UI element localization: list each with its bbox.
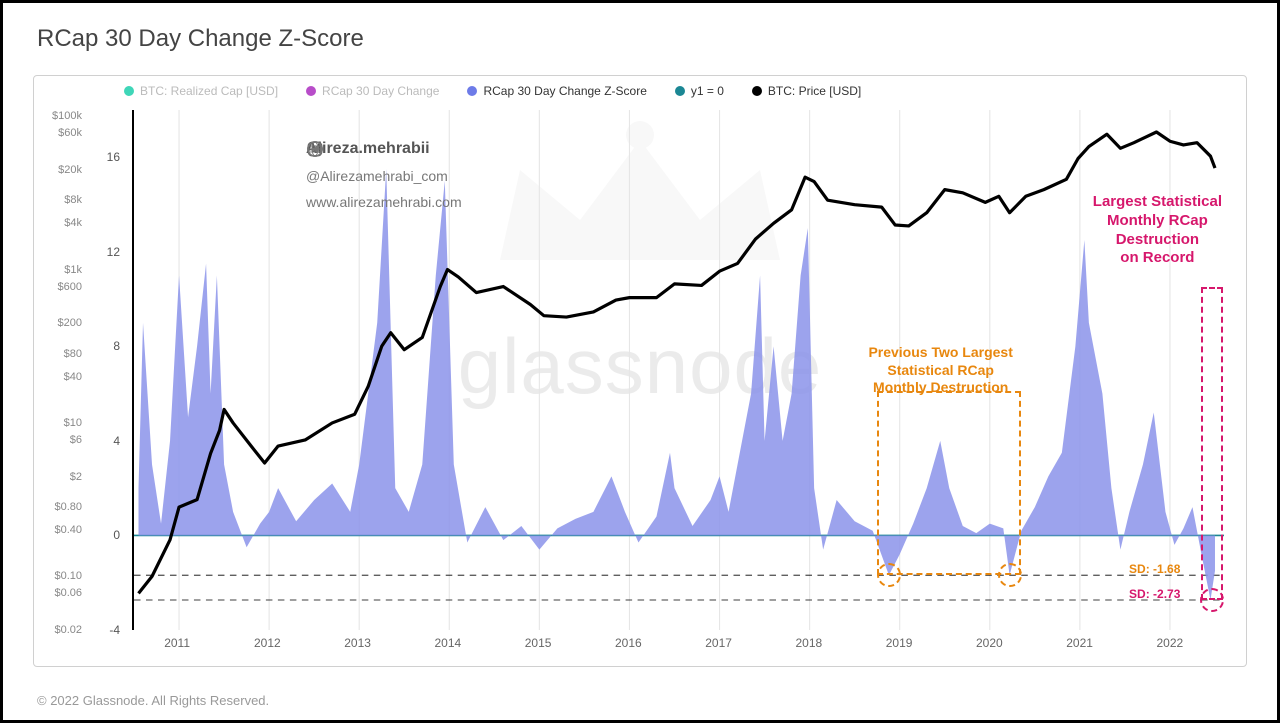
y-price-tick: $1k — [64, 264, 82, 276]
telegram-handle: @Alirezamehrabi_com — [306, 168, 448, 184]
y-price-tick: $600 — [58, 281, 82, 293]
y-z-tick: 12 — [107, 245, 120, 259]
y-price-tick: $0.06 — [54, 587, 82, 599]
x-tick: 2021 — [1066, 636, 1093, 650]
x-tick: 2011 — [164, 636, 190, 650]
legend-label: RCap 30 Day Change — [322, 84, 439, 98]
sd-label-2: SD: -2.73 — [1129, 587, 1180, 601]
y-price-tick: $0.40 — [54, 524, 82, 536]
instagram-handle: Alireza.mehrabii — [306, 140, 430, 158]
y-price-tick: $200 — [58, 317, 82, 329]
y-price-tick: $6 — [70, 434, 82, 446]
legend-label: BTC: Price [USD] — [768, 84, 861, 98]
legend-label: BTC: Realized Cap [USD] — [140, 84, 278, 98]
annotation-previous: Previous Two LargestStatistical RCapMont… — [868, 344, 1012, 397]
y-price-tick: $100k — [52, 110, 82, 122]
y-z-tick: 0 — [113, 528, 120, 542]
y-price-tick: $8k — [64, 194, 82, 206]
x-tick: 2017 — [705, 636, 732, 650]
legend-item[interactable]: BTC: Realized Cap [USD] — [124, 84, 278, 98]
x-tick: 2015 — [525, 636, 552, 650]
legend-dot — [124, 86, 134, 96]
legend-item[interactable]: y1 = 0 — [675, 84, 724, 98]
y-price-tick: $0.02 — [54, 624, 82, 636]
x-tick: 2013 — [344, 636, 371, 650]
legend-dot — [467, 86, 477, 96]
x-tick: 2022 — [1156, 636, 1183, 650]
y-price-tick: $40 — [64, 371, 82, 383]
x-tick: 2012 — [254, 636, 281, 650]
y-price-tick: $4k — [64, 217, 82, 229]
social-overlay: Alireza.mehrabii @Alirezamehrabi_com www… — [306, 140, 462, 220]
y-z-tick: -4 — [109, 623, 120, 637]
chart-legend: BTC: Realized Cap [USD] RCap 30 Day Chang… — [124, 84, 861, 98]
globe-icon — [306, 140, 324, 158]
legend-dot — [752, 86, 762, 96]
plot-svg — [134, 110, 1224, 630]
instagram-row: Alireza.mehrabii — [306, 140, 462, 158]
page-title: RCap 30 Day Change Z-Score — [37, 25, 364, 53]
y-price-tick: $0.80 — [54, 501, 82, 513]
x-tick: 2014 — [435, 636, 462, 650]
x-tick: 2016 — [615, 636, 642, 650]
sd-label-1: SD: -1.68 — [1129, 562, 1180, 576]
telegram-row: @Alirezamehrabi_com — [306, 168, 462, 184]
annotation-largest: Largest StatisticalMonthly RCapDestructi… — [1093, 193, 1222, 268]
y-price-tick: $10 — [64, 417, 82, 429]
x-axis: 2011 2012 2013 2014 2015 2016 2017 2018 2019 2020… — [132, 636, 1224, 656]
web-row: www.alirezamehrabi.com — [306, 194, 462, 210]
legend-label: RCap 30 Day Change Z-Score — [483, 84, 646, 98]
legend-label: y1 = 0 — [691, 84, 724, 98]
copyright-text: © 2022 Glassnode. All Rights Reserved. — [37, 693, 269, 708]
plot-area: Alireza.mehrabii @Alirezamehrabi_com www… — [132, 110, 1224, 630]
y-price-tick: $0.10 — [54, 570, 82, 582]
legend-item[interactable]: BTC: Price [USD] — [752, 84, 861, 98]
y-price-tick: $20k — [58, 164, 82, 176]
y-z-tick: 4 — [113, 434, 120, 448]
legend-dot — [306, 86, 316, 96]
x-tick: 2019 — [886, 636, 913, 650]
legend-item[interactable]: RCap 30 Day Change — [306, 84, 439, 98]
y-price-tick: $60k — [58, 127, 82, 139]
legend-dot — [675, 86, 685, 96]
x-tick: 2020 — [976, 636, 1003, 650]
y-axis-zscore: 1612840-4 — [86, 110, 126, 630]
y-price-tick: $80 — [64, 348, 82, 360]
x-tick: 2018 — [796, 636, 823, 650]
y-price-tick: $2 — [70, 471, 82, 483]
y-axis-price: $100k $60k $20k $8k $4k $1k $600 $200 $80 $40 $10 $… — [34, 110, 86, 630]
page-root: RCap 30 Day Change Z-Score © 2022 Glassn… — [0, 0, 1280, 723]
y-z-tick: 16 — [107, 150, 120, 164]
web-url: www.alirezamehrabi.com — [306, 194, 462, 210]
y-z-tick: 8 — [113, 339, 120, 353]
chart-frame: BTC: Realized Cap [USD] RCap 30 Day Chang… — [33, 75, 1247, 667]
legend-item[interactable]: RCap 30 Day Change Z-Score — [467, 84, 646, 98]
